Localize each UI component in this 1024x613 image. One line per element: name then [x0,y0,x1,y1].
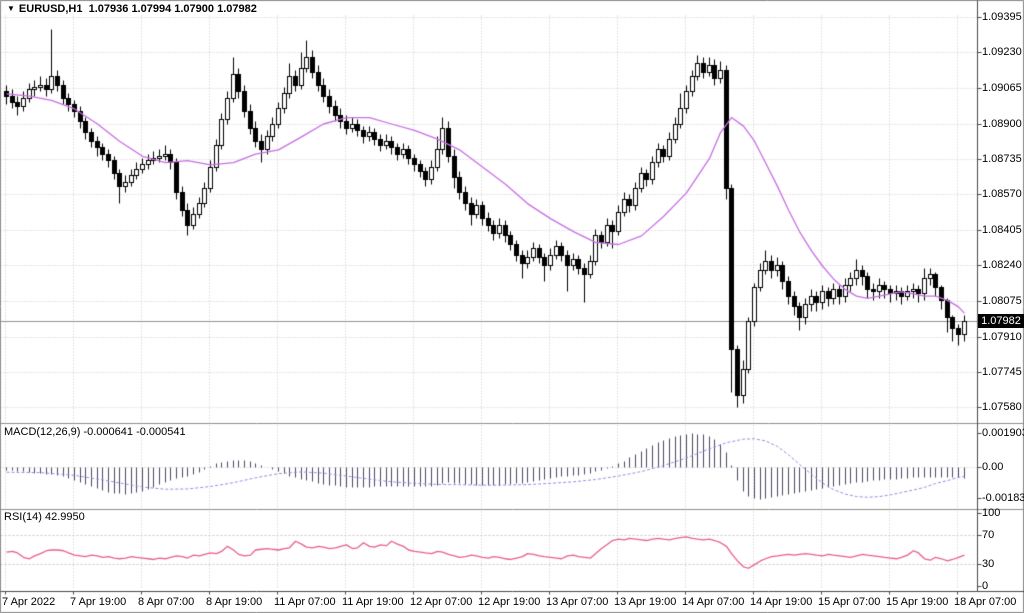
rsi-axis-label: 0 [982,580,989,592]
macd-indicator-label: MACD(12,26,9) -0.000641 -0.000541 [4,426,186,438]
ohlc-quotes: 1.07936 1.07994 1.07900 1.07982 [88,3,257,15]
macd-axis-label: -0.001839 [982,492,1024,504]
chart-title: ▼ EURUSD,H1 1.07936 1.07994 1.07900 1.079… [7,2,257,16]
price-axis-label: 1.08405 [982,224,1022,236]
time-axis-label: 11 Apr 19:00 [342,596,404,608]
symbol-dropdown-icon[interactable]: ▼ [7,4,15,13]
time-axis-label: 8 Apr 19:00 [206,596,263,608]
price-axis-label: 1.08240 [982,259,1022,271]
macd-axis-label: 0.00 [982,461,1004,473]
macd-axis-label: 0.001903 [982,427,1024,439]
symbol-label: EURUSD,H1 [18,3,83,15]
rsi-axis-label: 100 [982,507,1001,519]
rsi-axis-label: 70 [982,529,995,541]
time-axis-label: 7 Apr 2022 [2,596,56,608]
price-axis-label: 1.08735 [982,153,1022,165]
price-axis-label: 1.08570 [982,188,1022,200]
time-axis-label: 7 Apr 19:00 [70,596,127,608]
panel-resize-macd[interactable] [0,421,1024,425]
time-axis-label: 8 Apr 07:00 [138,596,195,608]
time-axis-label: 18 Apr 07:00 [954,596,1017,608]
time-axis-label: 12 Apr 07:00 [410,596,473,608]
time-axis-label: 14 Apr 19:00 [750,596,813,608]
bid-price-tag: 1.07982 [978,314,1024,328]
rsi-indicator-label: RSI(14) 42.9950 [4,511,85,523]
time-axis-label: 11 Apr 07:00 [274,596,336,608]
time-axis-label: 12 Apr 19:00 [478,596,541,608]
time-axis-label: 13 Apr 07:00 [546,596,609,608]
price-axis-label: 1.07580 [982,401,1022,413]
time-axis-label: 15 Apr 19:00 [886,596,949,608]
panel-resize-rsi[interactable] [0,507,1024,511]
price-axis-label: 1.09395 [982,11,1022,23]
time-axis-label: 15 Apr 07:00 [818,596,881,608]
price-axis-label: 1.08075 [982,295,1022,307]
price-axis-label: 1.08900 [982,118,1022,130]
price-axis-label: 1.07745 [982,366,1022,378]
price-axis-label: 1.09230 [982,46,1022,58]
price-axis-label: 1.09065 [982,82,1022,94]
price-axis-label: 1.07910 [982,331,1022,343]
time-axis-label: 13 Apr 19:00 [614,596,677,608]
time-axis-label: 14 Apr 07:00 [682,596,745,608]
rsi-axis-label: 30 [982,558,995,570]
